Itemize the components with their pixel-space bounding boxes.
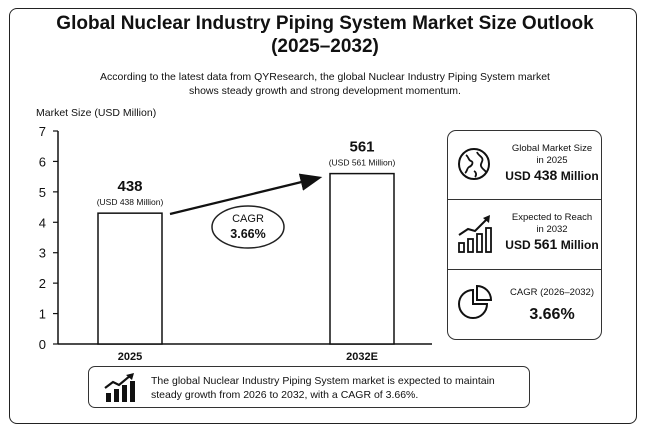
title-line-2: (2025–2032) <box>271 36 379 57</box>
chart-title: Global Nuclear Industry Piping System Ma… <box>0 12 650 58</box>
y-tick-label: 6 <box>39 154 46 169</box>
pie-chart-icon <box>458 284 493 319</box>
cagr-label: CAGR <box>232 213 264 225</box>
card2-value-row: USD 561 Million <box>503 236 601 253</box>
cagr-ellipse <box>211 205 285 249</box>
card1-value: 438 <box>533 167 558 183</box>
subtitle-line-2: shows steady growth and strong developme… <box>189 85 461 97</box>
card1-line1: Global Market Size <box>511 143 593 154</box>
card1-line2: in 2025 <box>536 155 568 166</box>
x-tick-label: 2025 <box>118 351 142 363</box>
data-sublabel: (USD 438 Million) <box>97 197 164 207</box>
footer-line-2: steady growth from 2026 to 2032, with a … <box>151 389 419 401</box>
card3-value: 3.66% <box>529 306 575 323</box>
footer-note: The global Nuclear Industry Piping Syste… <box>88 366 530 408</box>
y-tick-label: 5 <box>39 185 46 200</box>
subtitle-line-1: According to the latest data from QYRese… <box>100 71 550 83</box>
y-tick-label: 3 <box>39 246 46 261</box>
growth-arrow <box>169 173 323 216</box>
footer-text: The global Nuclear Industry Piping Syste… <box>151 374 523 402</box>
card1-value-row: USD 438 Million <box>503 167 601 184</box>
x-tick-label: 2032E <box>346 351 378 363</box>
bar <box>97 212 163 345</box>
y-tick-label: 7 <box>39 124 46 139</box>
panel-divider <box>448 269 601 270</box>
card3-line1: CAGR (2026–2032) <box>510 287 594 298</box>
bar <box>329 172 395 345</box>
y-tick-label: 0 <box>39 337 46 352</box>
y-tick-label: 2 <box>39 276 46 291</box>
bar-growth-icon <box>458 215 492 253</box>
card2-suffix: Million <box>560 238 599 252</box>
card2-prefix: USD <box>505 238 531 252</box>
data-label: 438 <box>117 178 142 195</box>
summary-panel: Global Market Size in 2025 USD 438 Milli… <box>447 130 602 340</box>
footer-line-1: The global Nuclear Industry Piping Syste… <box>151 375 495 387</box>
data-sublabel: (USD 561 Million) <box>329 158 396 168</box>
card-market-2032: Expected to Reach in 2032 USD 561 Millio… <box>503 212 601 253</box>
y-tick-label: 4 <box>39 215 46 230</box>
title-line-1: Global Nuclear Industry Piping System Ma… <box>56 13 594 34</box>
card-market-2025: Global Market Size in 2025 USD 438 Milli… <box>503 143 601 184</box>
y-axis-label: Market Size (USD Million) <box>36 107 156 119</box>
data-label: 561 <box>349 139 374 156</box>
y-tick-label: 1 <box>39 307 46 322</box>
cagr-value: 3.66% <box>230 227 265 241</box>
card2-value: 561 <box>533 236 558 252</box>
card1-prefix: USD <box>505 169 531 183</box>
card1-suffix: Million <box>560 169 599 183</box>
card2-line1: Expected to Reach <box>511 212 593 223</box>
globe-icon <box>458 148 490 180</box>
card2-line2: in 2032 <box>536 224 568 235</box>
growth-chart-icon <box>104 373 135 402</box>
card-cagr: CAGR (2026–2032) 3.66% <box>503 287 601 325</box>
chart-subtitle: According to the latest data from QYRese… <box>0 70 650 98</box>
chart-layer: 0 1 2 3 4 5 6 7 2025 438 (USD 438 Million) 2032E 561… <box>39 124 432 363</box>
panel-divider <box>448 199 601 200</box>
